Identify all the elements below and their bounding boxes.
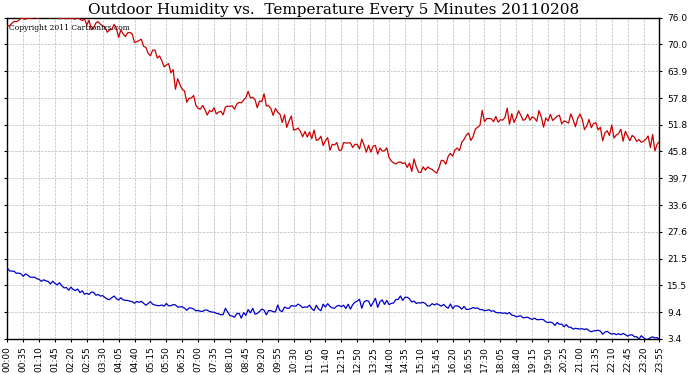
Title: Outdoor Humidity vs.  Temperature Every 5 Minutes 20110208: Outdoor Humidity vs. Temperature Every 5…	[88, 3, 579, 17]
Text: Copyright 2011 Cartronics.com: Copyright 2011 Cartronics.com	[8, 24, 130, 32]
